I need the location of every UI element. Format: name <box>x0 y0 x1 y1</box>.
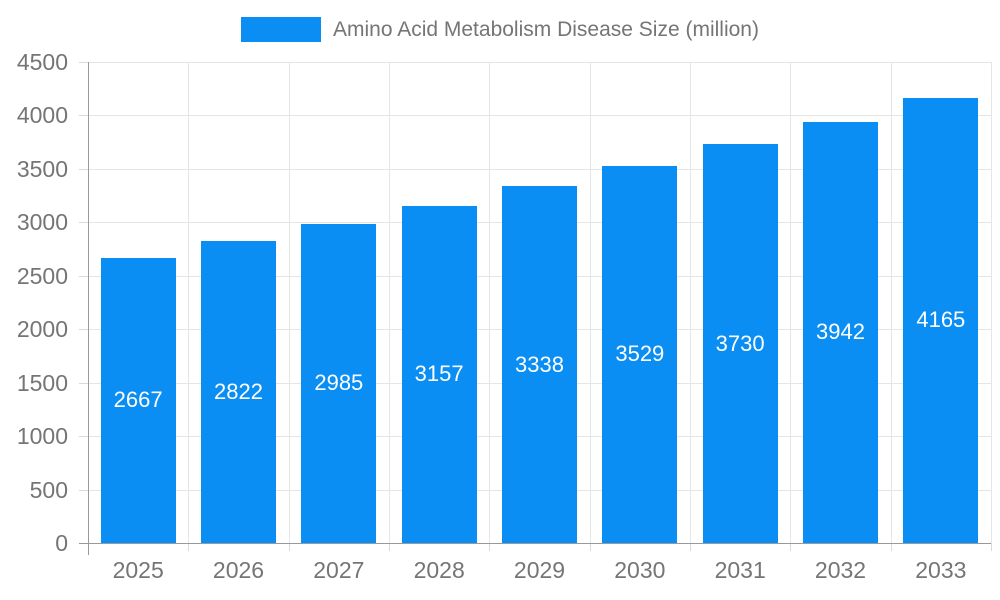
x-axis-tick <box>188 543 189 551</box>
v-gridline <box>489 62 490 543</box>
bar-value-label: 3730 <box>715 330 765 356</box>
v-gridline <box>690 62 691 543</box>
y-axis-tick <box>79 115 88 116</box>
h-gridline <box>88 62 991 63</box>
v-gridline <box>991 62 992 543</box>
bar-value-label: 2822 <box>214 379 263 405</box>
y-tick-label: 0 <box>55 530 68 556</box>
bar[interactable] <box>100 257 176 543</box>
x-axis-tick <box>790 543 791 551</box>
v-gridline <box>289 62 290 543</box>
x-axis-tick <box>489 543 490 551</box>
y-tick-label: 2000 <box>16 316 68 342</box>
x-tick-label: 2026 <box>212 557 265 583</box>
y-tick-label: 4000 <box>16 102 68 128</box>
y-axis-tick <box>79 62 88 63</box>
x-axis-tick <box>289 543 290 551</box>
bar[interactable] <box>502 186 577 543</box>
bar[interactable] <box>201 241 276 543</box>
x-axis-tick <box>590 543 591 551</box>
x-tick-label: 2027 <box>313 557 365 583</box>
x-tick-label: 2033 <box>915 557 967 583</box>
bar[interactable] <box>602 165 678 543</box>
y-axis-tick <box>79 222 88 223</box>
legend-swatch <box>241 17 321 42</box>
y-axis-tick <box>79 490 88 491</box>
v-gridline <box>389 62 390 543</box>
x-axis-tick <box>891 543 892 551</box>
y-axis-tick <box>79 329 88 330</box>
y-axis-tick <box>79 169 88 170</box>
bar-value-label: 2985 <box>314 370 364 396</box>
h-gridline <box>88 115 991 116</box>
y-tick-label: 500 <box>29 477 68 503</box>
bar[interactable] <box>702 144 778 543</box>
bar-value-label: 2667 <box>113 387 163 413</box>
x-tick-label: 2031 <box>714 557 766 583</box>
x-axis-tick <box>389 543 390 551</box>
x-tick-label: 2025 <box>112 557 164 583</box>
v-gridline <box>590 62 591 543</box>
x-axis-tick <box>690 543 691 551</box>
v-gridline <box>891 62 892 543</box>
y-tick-label: 3500 <box>16 156 68 182</box>
y-axis-tick <box>79 383 88 384</box>
y-tick-label: 4500 <box>16 49 68 75</box>
chart-legend[interactable]: Amino Acid Metabolism Disease Size (mill… <box>0 17 1000 42</box>
y-tick-label: 1500 <box>16 370 68 396</box>
y-tick-label: 1000 <box>16 423 68 449</box>
x-tick-label: 2032 <box>814 557 867 583</box>
bar[interactable] <box>401 205 477 543</box>
bar[interactable] <box>903 97 979 543</box>
h-gridline <box>88 169 991 170</box>
legend-label: Amino Acid Metabolism Disease Size (mill… <box>333 17 759 41</box>
y-tick-label: 3000 <box>16 209 68 235</box>
y-axis-tick <box>79 276 88 277</box>
bar-value-label: 3157 <box>414 361 464 387</box>
x-tick-label: 2028 <box>413 557 465 583</box>
x-tick-label: 2029 <box>513 557 566 583</box>
v-gridline <box>790 62 791 543</box>
y-axis-tick <box>79 436 88 437</box>
bar-value-label: 3529 <box>615 341 665 367</box>
bar[interactable] <box>803 121 878 543</box>
x-axis-line <box>79 543 991 544</box>
bar-value-label: 3338 <box>515 351 564 377</box>
v-gridline <box>188 62 189 543</box>
bar[interactable] <box>301 223 377 543</box>
y-axis-line <box>88 62 89 555</box>
bar-value-label: 3942 <box>816 319 865 345</box>
bar-value-label: 4165 <box>916 307 966 333</box>
x-axis-tick <box>991 543 992 551</box>
y-tick-label: 2500 <box>16 263 68 289</box>
x-tick-label: 2030 <box>614 557 666 583</box>
